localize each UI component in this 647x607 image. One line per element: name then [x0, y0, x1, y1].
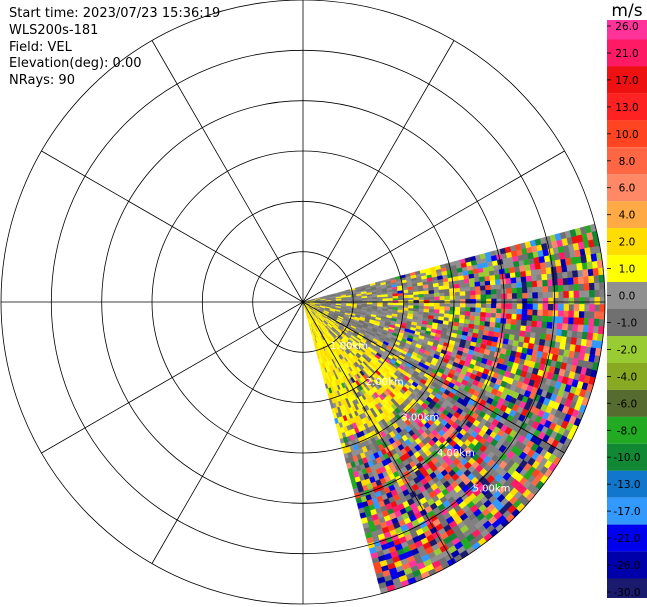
start-time: Start time: 2023/07/23 15:36:19 — [9, 6, 221, 21]
colorbar-tick-label: 4.0 — [619, 210, 636, 222]
colorbar-swatch — [607, 470, 647, 498]
azimuth-spoke — [41, 150, 304, 303]
instrument-name: WLS200s-181 — [9, 23, 99, 38]
colorbar-tick-label: 1.0 — [619, 264, 636, 276]
colorbar-tick-label: 21.0 — [615, 48, 638, 60]
colorbar-swatch — [607, 362, 647, 390]
azimuth-spoke — [302, 40, 455, 303]
colorbar-swatch — [607, 389, 647, 417]
azimuth-spoke — [302, 150, 565, 303]
range-label: 2.00km — [366, 377, 404, 388]
colorbar-swatch — [607, 416, 647, 444]
colorbar-tick-label: 10.0 — [615, 129, 638, 141]
colorbar-tick-label: 8.0 — [619, 156, 636, 168]
colorbar-tick-label: 2.0 — [619, 237, 636, 249]
colorbar-swatch — [607, 551, 647, 579]
azimuth-spoke — [302, 301, 565, 454]
colorbar-tick-label: -8.0 — [617, 425, 638, 437]
colorbar-tick-label: -10.0 — [613, 452, 640, 464]
azimuth-spoke — [41, 301, 304, 454]
colorbar-swatch — [607, 20, 647, 40]
colorbar-tick-label: 6.0 — [619, 183, 636, 195]
colorbar-tick-label: -1.0 — [617, 318, 638, 330]
colorbar-tick-label: -4.0 — [617, 371, 638, 383]
range-label: 3.00km — [401, 412, 439, 423]
colorbar-swatch — [607, 174, 647, 202]
nrays: NRays: 90 — [9, 73, 75, 88]
colorbar-swatch — [607, 228, 647, 256]
colorbar-swatch — [607, 66, 647, 94]
azimuth-spoke — [302, 301, 455, 564]
colorbar-swatch — [607, 120, 647, 148]
colorbar-title: m/s — [611, 1, 642, 21]
range-label: 1.00km — [330, 341, 368, 352]
range-label: 5.00km — [473, 484, 511, 495]
colorbar-tick-label: -13.0 — [613, 479, 640, 491]
colorbar-tick-label: 0.0 — [619, 291, 636, 303]
colorbar-tick-label: -2.0 — [617, 344, 638, 356]
colorbar-tick-label: 26.0 — [615, 21, 638, 33]
colorbar-swatch — [607, 443, 647, 471]
colorbar-tick-label: -21.0 — [613, 533, 640, 545]
colorbar-tick-label: 13.0 — [615, 102, 638, 114]
elevation: Elevation(deg): 0.00 — [9, 56, 142, 71]
colorbar-swatch — [607, 497, 647, 525]
range-labels: 1.00km 2.00km 3.00km 4.00km 5.00km — [330, 341, 510, 494]
colorbar-swatch — [607, 147, 647, 175]
colorbar-swatch — [607, 282, 647, 309]
azimuth-spoke — [151, 40, 304, 303]
colorbar-swatch — [607, 39, 647, 67]
polar-grid — [0, 0, 606, 605]
colorbar-tick-label: -6.0 — [617, 398, 638, 410]
colorbar-swatch — [607, 201, 647, 229]
range-label: 4.00km — [437, 448, 475, 459]
colorbar-swatch — [607, 524, 647, 552]
field-name: Field: VEL — [9, 40, 72, 55]
colorbar-swatch — [607, 255, 647, 283]
colorbar-tick-label: -30.0 — [613, 587, 640, 599]
colorbar-tick-label: -26.0 — [613, 560, 640, 572]
colorbar-swatch — [607, 309, 647, 336]
colorbar-tick-label: -17.0 — [613, 506, 640, 518]
colorbar-swatch — [607, 93, 647, 121]
colorbar-tick-label: 17.0 — [615, 75, 638, 87]
azimuth-spoke — [151, 301, 304, 564]
velocity-cells — [354, 252, 605, 592]
colorbar-swatch — [607, 336, 647, 363]
colorbar-swatch — [607, 578, 647, 598]
